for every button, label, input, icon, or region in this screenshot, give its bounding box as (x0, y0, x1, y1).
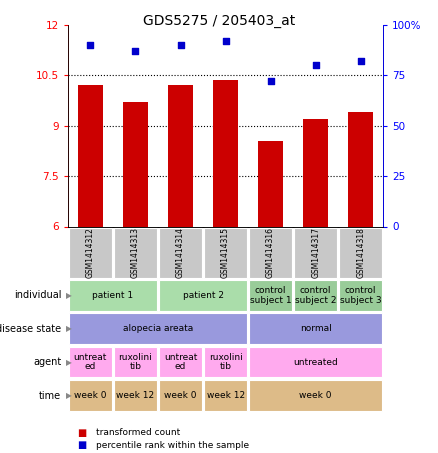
Text: GSM1414313: GSM1414313 (131, 227, 140, 278)
Bar (114, 380, 157, 411)
Text: week 12: week 12 (206, 391, 245, 400)
Text: percentile rank within the sample: percentile rank within the sample (96, 441, 250, 450)
Bar (69, 227, 112, 278)
Bar (114, 227, 157, 278)
Text: normal: normal (300, 324, 332, 333)
Text: alopecia areata: alopecia areata (123, 324, 193, 333)
Text: individual: individual (14, 290, 61, 300)
Bar (159, 347, 202, 377)
Bar (69, 280, 157, 311)
Text: week 12: week 12 (117, 391, 155, 400)
Bar (204, 347, 247, 377)
Text: ■: ■ (77, 428, 86, 438)
Text: agent: agent (33, 357, 61, 367)
Point (357, 58, 364, 65)
Text: GSM1414312: GSM1414312 (86, 227, 95, 278)
Text: ruxolini
tib: ruxolini tib (208, 353, 243, 371)
Text: GSM1414318: GSM1414318 (356, 227, 365, 278)
Text: GSM1414317: GSM1414317 (311, 227, 320, 278)
Text: ■: ■ (77, 440, 86, 450)
Text: ▶: ▶ (66, 357, 71, 366)
Text: week 0: week 0 (300, 391, 332, 400)
Text: control
subject 2: control subject 2 (295, 286, 336, 305)
Bar (339, 227, 382, 278)
Bar (294, 227, 337, 278)
Point (177, 41, 184, 48)
Text: time: time (39, 390, 61, 400)
Text: patient 2: patient 2 (183, 291, 223, 300)
Bar (114, 347, 157, 377)
Bar (249, 227, 292, 278)
Bar (204, 380, 247, 411)
Text: GSM1414314: GSM1414314 (176, 227, 185, 278)
Bar (294, 280, 337, 311)
Text: control
subject 3: control subject 3 (340, 286, 381, 305)
Bar (339, 280, 382, 311)
Text: ▶: ▶ (66, 291, 71, 300)
Bar (249, 347, 382, 377)
Point (312, 62, 319, 69)
Text: untreated: untreated (293, 357, 338, 366)
Text: transformed count: transformed count (96, 428, 180, 437)
Bar (204, 227, 247, 278)
Point (222, 38, 229, 45)
Text: patient 1: patient 1 (92, 291, 134, 300)
Bar (159, 227, 202, 278)
Text: disease state: disease state (0, 324, 61, 334)
Bar (168, 86, 193, 428)
Bar (348, 112, 373, 428)
Bar (123, 102, 148, 428)
Text: control
subject 1: control subject 1 (250, 286, 291, 305)
Text: GSM1414316: GSM1414316 (266, 227, 275, 278)
Bar (303, 119, 328, 428)
Bar (159, 380, 202, 411)
Bar (78, 86, 103, 428)
Text: GSM1414315: GSM1414315 (221, 227, 230, 278)
Bar (249, 280, 292, 311)
Text: ▶: ▶ (66, 391, 71, 400)
Text: ▶: ▶ (66, 324, 71, 333)
Text: week 0: week 0 (74, 391, 107, 400)
Bar (258, 141, 283, 428)
Point (87, 41, 94, 48)
Text: GDS5275 / 205403_at: GDS5275 / 205403_at (143, 14, 295, 28)
Bar (249, 313, 382, 344)
Bar (213, 80, 238, 428)
Point (267, 78, 274, 85)
Bar (69, 347, 112, 377)
Text: ruxolini
tib: ruxolini tib (119, 353, 152, 371)
Text: untreat
ed: untreat ed (164, 353, 197, 371)
Bar (69, 313, 247, 344)
Bar (159, 280, 247, 311)
Text: week 0: week 0 (164, 391, 197, 400)
Point (132, 48, 139, 55)
Bar (69, 380, 112, 411)
Bar (249, 380, 382, 411)
Text: untreat
ed: untreat ed (74, 353, 107, 371)
